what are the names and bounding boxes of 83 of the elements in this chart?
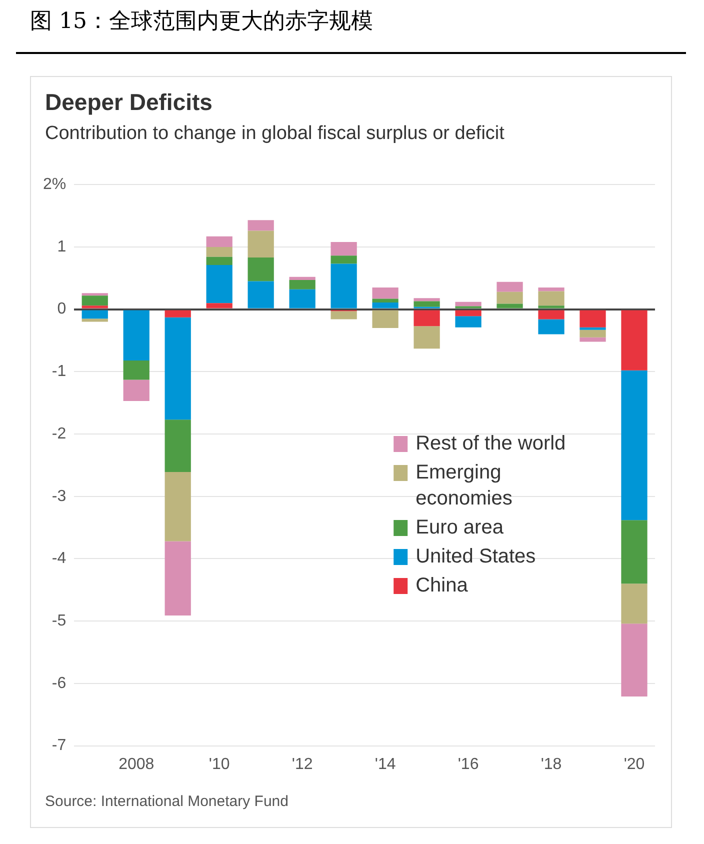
bar (164, 317, 191, 420)
bar (206, 256, 232, 266)
bar (621, 584, 648, 624)
bar (414, 310, 440, 326)
bar (621, 624, 648, 697)
bar (164, 472, 191, 542)
x-tick-label: '20 (624, 756, 645, 773)
bar (538, 287, 564, 292)
bar (82, 306, 108, 308)
bar (538, 310, 564, 320)
bar (164, 420, 191, 472)
legend-label: China (416, 574, 469, 597)
bar (164, 541, 191, 616)
y-tick-label: -7 (52, 737, 66, 754)
bar (123, 360, 150, 380)
x-tick-label: '14 (374, 756, 396, 773)
bar (621, 310, 648, 370)
y-tick-label: 1 (57, 238, 66, 256)
bar (330, 264, 357, 308)
y-tick-label: -5 (52, 612, 66, 630)
bar (82, 293, 108, 296)
bar (621, 370, 648, 520)
source-note: Source: International Monetary Fund (45, 793, 288, 810)
y-tick-label: 2% (43, 176, 66, 194)
y-tick-label: -3 (52, 488, 66, 505)
x-tick-label: '16 (458, 756, 479, 773)
y-tick-label: 0 (57, 300, 66, 318)
bar (82, 310, 108, 319)
bar (580, 337, 606, 342)
bar (580, 327, 606, 330)
y-tick-label: -2 (52, 425, 66, 442)
x-tick-label: '18 (540, 756, 562, 773)
bar (372, 298, 398, 302)
bar (248, 220, 274, 231)
bar (206, 246, 232, 257)
bar (248, 258, 274, 282)
legend-label: Rest of the world (416, 432, 566, 455)
bar (455, 302, 482, 306)
y-tick-label: -1 (52, 363, 66, 380)
bar (455, 316, 482, 328)
bar (206, 265, 232, 304)
legend-label: United States (416, 546, 536, 568)
bar (538, 306, 564, 308)
bar (538, 291, 564, 306)
bar (123, 310, 150, 360)
bar (580, 310, 606, 328)
bar (414, 301, 440, 307)
bar (414, 298, 440, 302)
bar (538, 319, 564, 334)
bar (206, 236, 232, 247)
bar (496, 304, 523, 308)
legend-label: Emerging economies (416, 462, 512, 510)
chart-title: Deeper Deficits (45, 89, 212, 116)
chart-subtitle: Contribution to change in global fiscal surplus or deficit (45, 123, 504, 145)
caption: 图 15：全球范围内更大的赤字规模 (30, 8, 373, 36)
bar (372, 287, 398, 299)
bar (414, 326, 440, 349)
bar (289, 280, 316, 290)
legend-label: Euro area (416, 516, 504, 539)
bar (496, 282, 523, 292)
bar (580, 330, 606, 338)
bar (496, 292, 523, 304)
bar (206, 303, 232, 308)
bar (372, 302, 398, 308)
bar (123, 380, 150, 401)
y-tick-label: -4 (52, 550, 66, 568)
bar (330, 311, 357, 320)
bar (82, 318, 108, 322)
y-tick-label: -6 (52, 674, 66, 692)
bar (330, 256, 357, 264)
bar (455, 310, 482, 316)
x-tick-label: '12 (292, 756, 313, 773)
bar (289, 289, 316, 308)
bar (330, 242, 357, 256)
bar (289, 276, 316, 280)
bar (621, 520, 648, 584)
x-tick-label: '10 (208, 756, 230, 773)
bar (248, 230, 274, 258)
bar (248, 281, 274, 308)
x-tick-label: 2008 (118, 756, 154, 773)
bar (164, 310, 191, 318)
bar (372, 310, 398, 328)
bar (82, 296, 108, 306)
